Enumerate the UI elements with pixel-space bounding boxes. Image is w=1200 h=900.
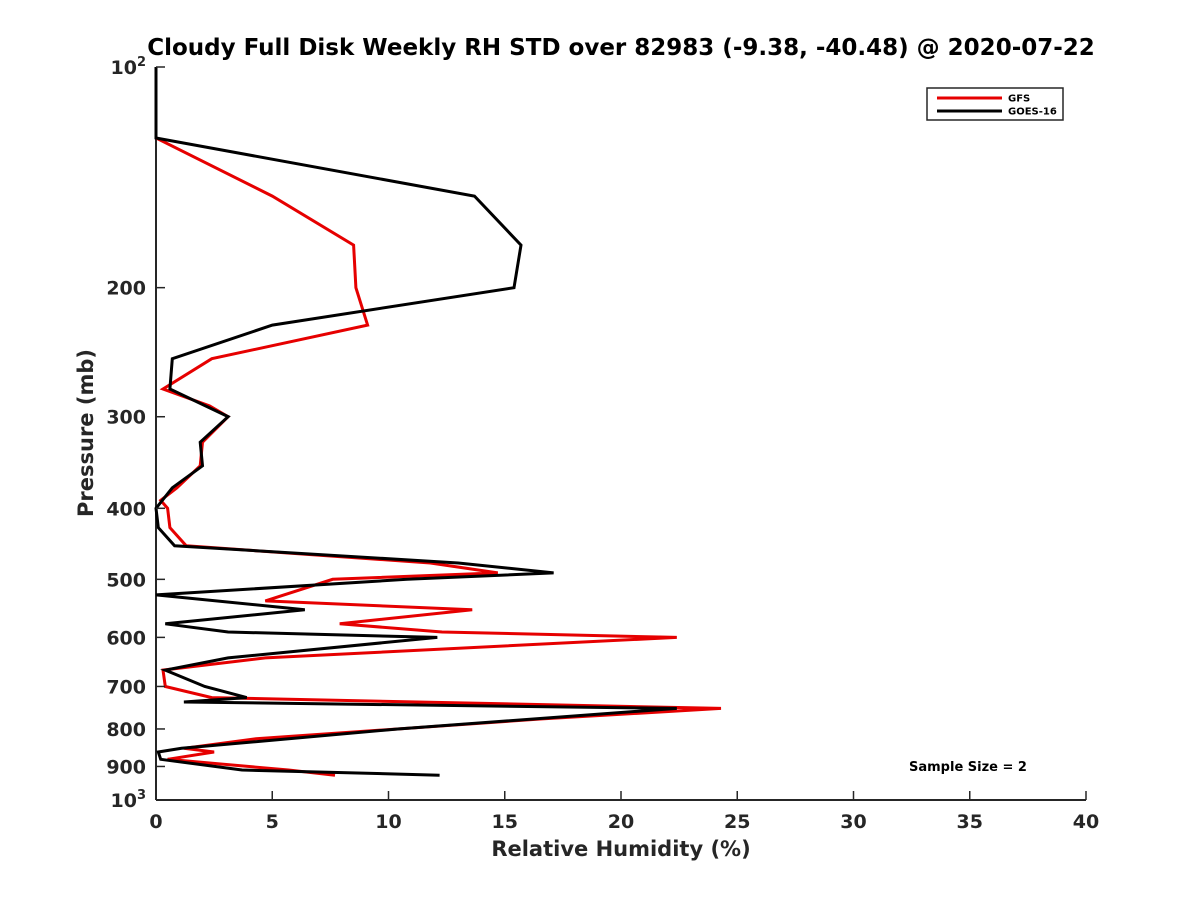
x-tick-label: 10 (375, 811, 401, 833)
series-group (154, 67, 722, 777)
y-tick-label: 400 (106, 498, 146, 520)
legend-box (926, 87, 1064, 121)
y-tick-label: 900 (106, 756, 146, 778)
y-tick-label: 800 (106, 719, 146, 741)
legend-label: GFS (1008, 94, 1030, 105)
y-axis-label: Pressure (mb) (74, 349, 98, 517)
x-axis-ticks: 0 5 10 15 20 25 30 35 40 (149, 791, 1099, 833)
y-tick-label: 103 (111, 788, 147, 812)
x-tick-label: 5 (266, 811, 279, 833)
chart-title: Cloudy Full Disk Weekly RH STD over 8298… (147, 35, 1095, 61)
legend: GFS GOES-16 (926, 87, 1064, 121)
y-tick-label: 700 (106, 676, 146, 698)
y-tick-label: 500 (106, 569, 146, 591)
x-tick-label: 35 (957, 811, 983, 833)
x-tick-label: 20 (608, 811, 634, 833)
x-tick-label: 15 (492, 811, 518, 833)
x-axis-label: Relative Humidity (%) (491, 837, 750, 861)
x-tick-label: 30 (840, 811, 866, 833)
y-tick-label: 102 (111, 55, 147, 79)
legend-label: GOES-16 (1008, 107, 1057, 118)
y-tick-label: 600 (106, 627, 146, 649)
x-tick-label: 40 (1073, 811, 1099, 833)
y-tick-label: 200 (106, 278, 146, 300)
x-tick-label: 25 (724, 811, 750, 833)
sample-size-annotation: Sample Size = 2 (909, 760, 1027, 775)
x-tick-label: 0 (149, 811, 162, 833)
series-line-goes-16 (154, 67, 677, 777)
y-tick-label: 300 (106, 407, 146, 429)
y-axis-ticks: 102 200 300 400 500 600 700 800 900 103 (106, 55, 165, 812)
